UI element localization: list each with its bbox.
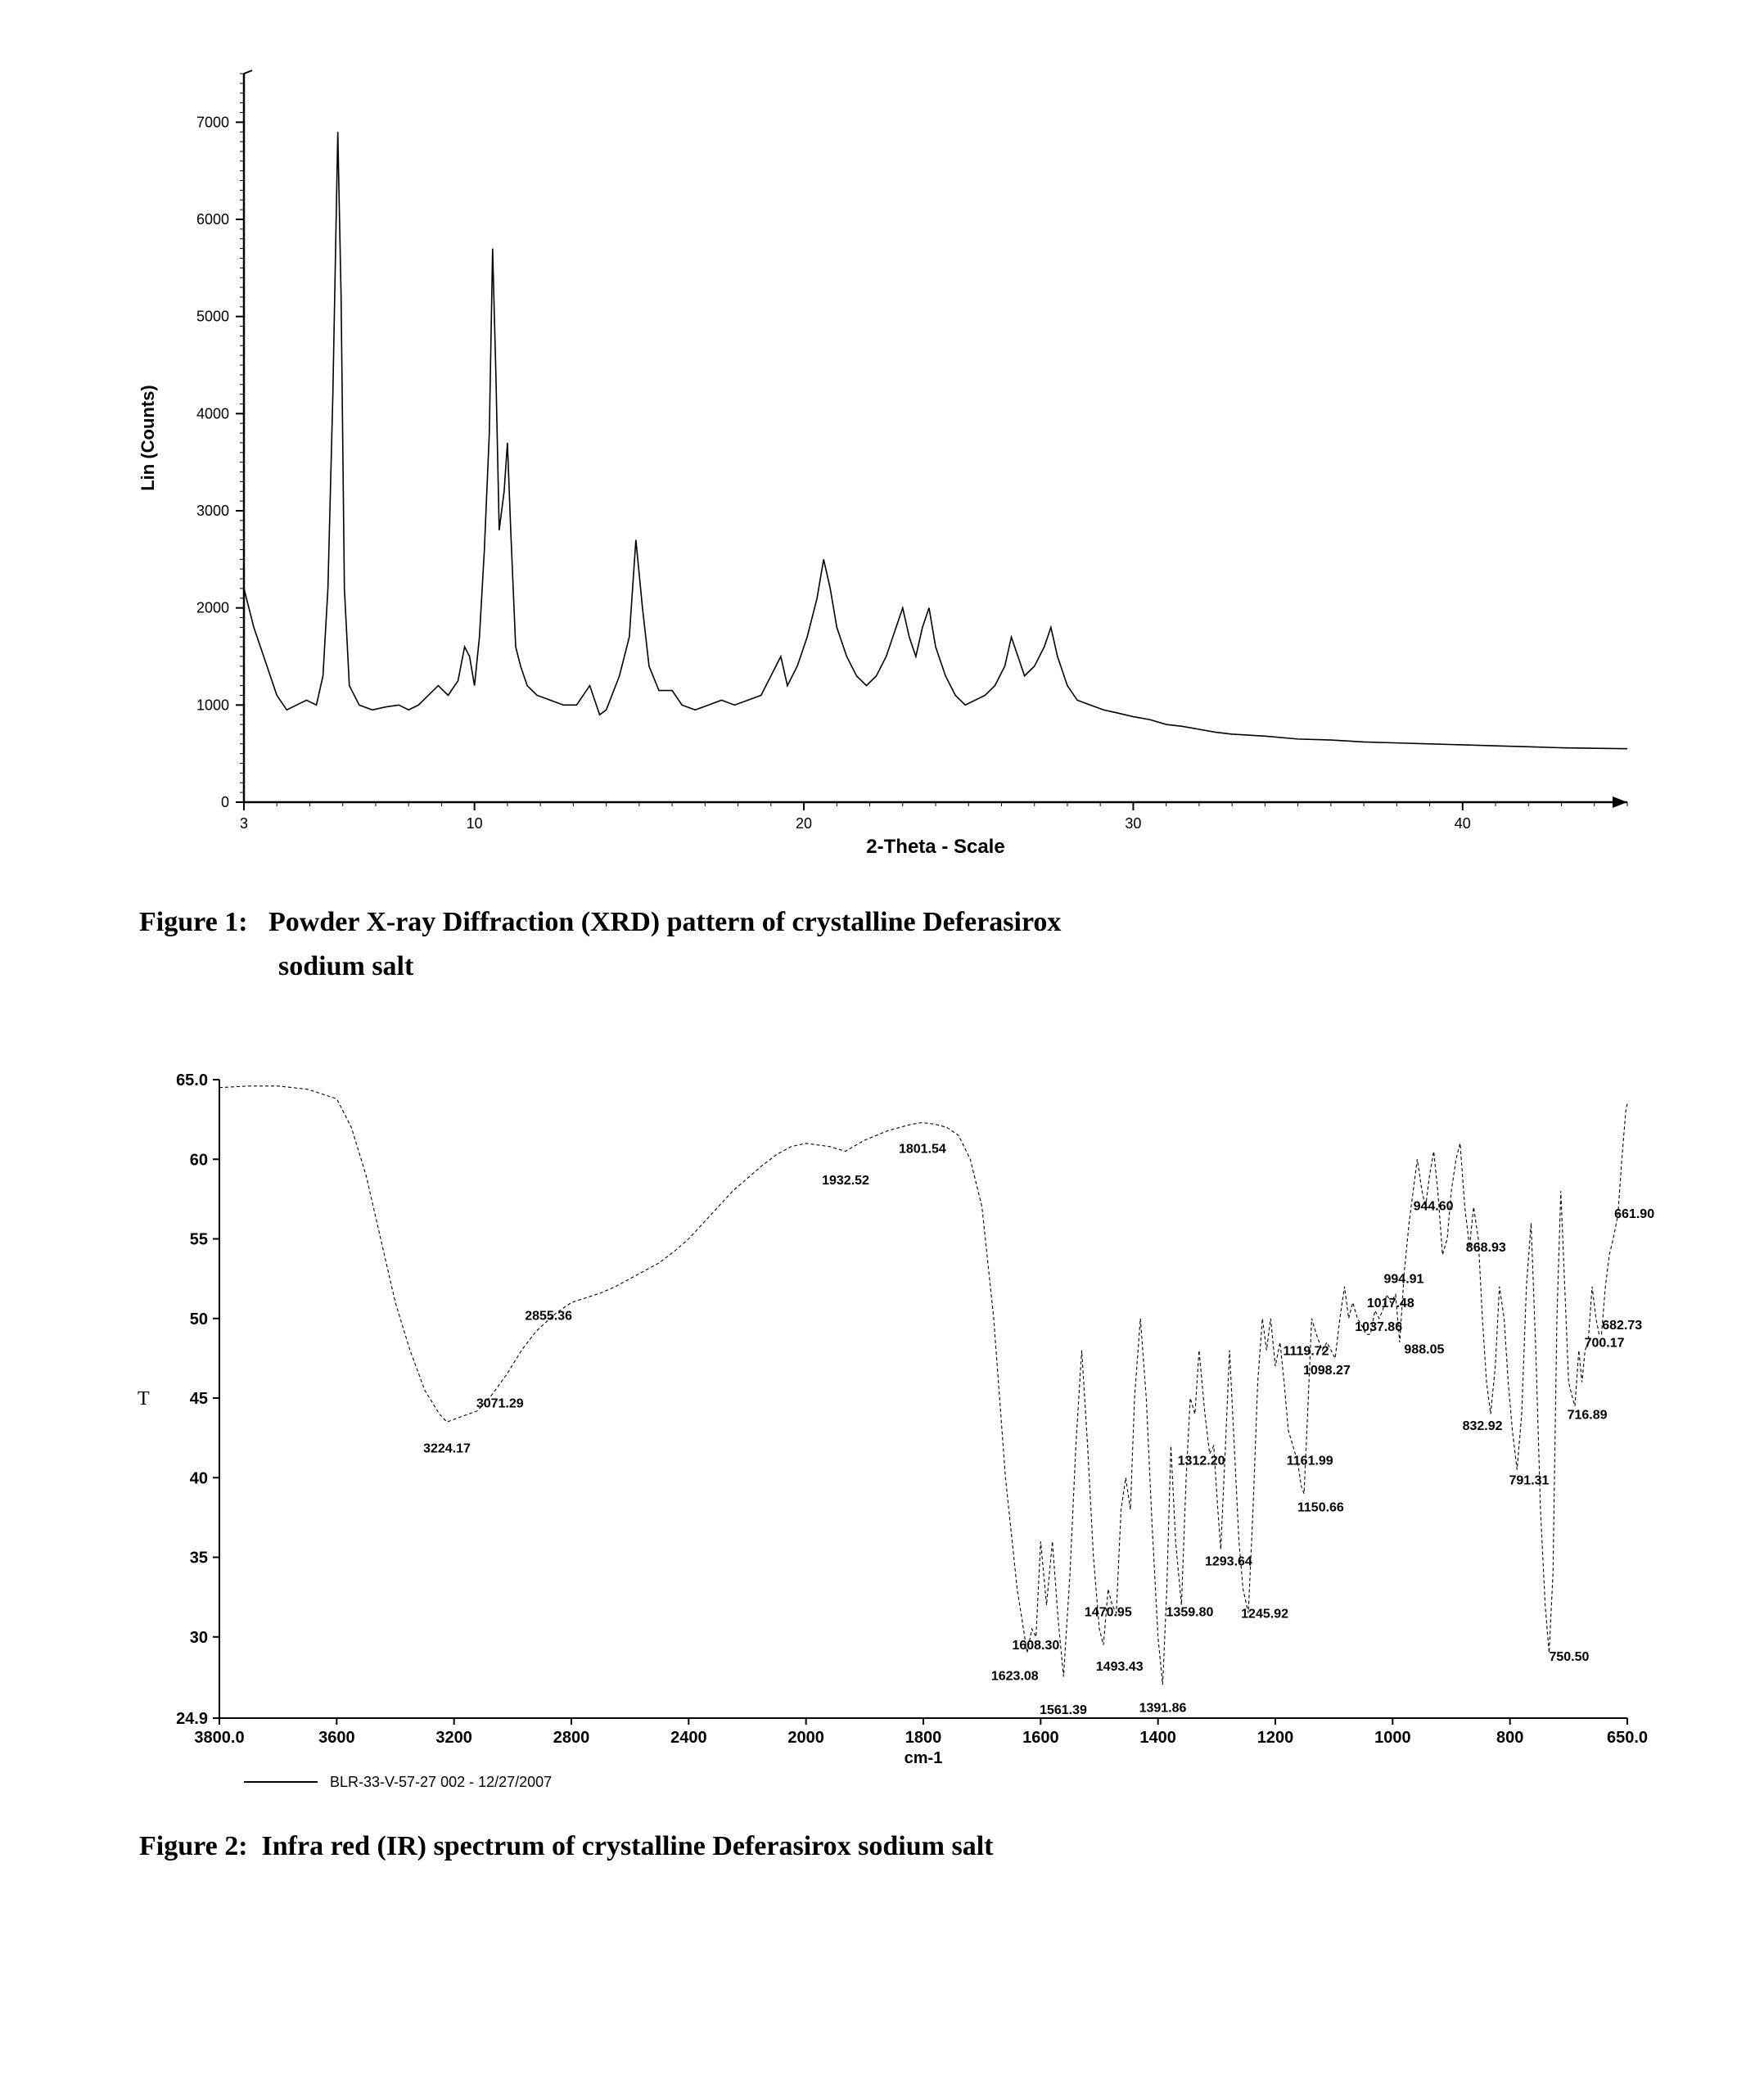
svg-text:30: 30 <box>189 1629 207 1647</box>
svg-text:3000: 3000 <box>196 503 228 519</box>
svg-text:60: 60 <box>189 1151 207 1169</box>
figure-2-caption: Figure 2: Infra red (IR) spectrum of cry… <box>65 1825 1699 1869</box>
svg-text:cm-1: cm-1 <box>904 1749 942 1767</box>
svg-text:1150.66: 1150.66 <box>1297 1500 1343 1514</box>
svg-text:2400: 2400 <box>670 1729 707 1747</box>
svg-text:1119.72: 1119.72 <box>1283 1344 1329 1358</box>
svg-text:35: 35 <box>189 1549 207 1567</box>
svg-text:20: 20 <box>796 815 812 832</box>
svg-text:750.50: 750.50 <box>1549 1650 1589 1664</box>
caption-text: Powder X-ray Diffraction (XRD) pattern o… <box>268 907 1061 937</box>
svg-text:1359.80: 1359.80 <box>1166 1605 1213 1619</box>
svg-text:55: 55 <box>189 1230 207 1248</box>
svg-text:65.0: 65.0 <box>176 1071 208 1089</box>
svg-text:1037.86: 1037.86 <box>1355 1320 1402 1334</box>
svg-text:944.60: 944.60 <box>1413 1199 1453 1213</box>
svg-text:868.93: 868.93 <box>1465 1241 1505 1255</box>
caption-text: Infra red (IR) spectrum of crystalline D… <box>262 1831 994 1861</box>
svg-text:1200: 1200 <box>1256 1729 1293 1747</box>
svg-text:2800: 2800 <box>553 1729 589 1747</box>
svg-text:716.89: 716.89 <box>1567 1408 1607 1422</box>
svg-text:800: 800 <box>1496 1729 1523 1747</box>
svg-text:1561.39: 1561.39 <box>1040 1703 1087 1717</box>
svg-text:40: 40 <box>189 1469 207 1487</box>
svg-text:45: 45 <box>189 1390 207 1408</box>
svg-text:1017.48: 1017.48 <box>1366 1297 1414 1310</box>
svg-text:3200: 3200 <box>435 1729 472 1747</box>
svg-text:2855.36: 2855.36 <box>525 1309 572 1323</box>
svg-text:682.73: 682.73 <box>1602 1319 1642 1333</box>
svg-text:3600: 3600 <box>318 1729 355 1747</box>
svg-text:1161.99: 1161.99 <box>1286 1454 1333 1468</box>
svg-text:1312.20: 1312.20 <box>1177 1454 1225 1468</box>
svg-text:700.17: 700.17 <box>1584 1336 1624 1350</box>
svg-text:1800: 1800 <box>905 1729 941 1747</box>
svg-text:994.91: 994.91 <box>1383 1272 1423 1286</box>
svg-text:10: 10 <box>466 815 482 832</box>
svg-text:650.0: 650.0 <box>1606 1729 1647 1747</box>
svg-text:1245.92: 1245.92 <box>1241 1607 1288 1621</box>
svg-text:988.05: 988.05 <box>1404 1342 1444 1356</box>
svg-text:2000: 2000 <box>787 1729 824 1747</box>
svg-text:2-Theta - Scale: 2-Theta - Scale <box>866 836 1004 858</box>
figure-1-caption: Figure 1: Powder X-ray Diffraction (XRD)… <box>65 900 1699 990</box>
svg-text:1493.43: 1493.43 <box>1095 1660 1143 1674</box>
svg-text:40: 40 <box>1454 815 1470 832</box>
svg-text:1000: 1000 <box>196 697 228 713</box>
svg-text:T: T <box>138 1388 150 1410</box>
svg-text:1600: 1600 <box>1022 1729 1059 1747</box>
svg-text:6000: 6000 <box>196 211 228 228</box>
svg-text:661.90: 661.90 <box>1614 1207 1654 1221</box>
figure-2-ir: 24.9 30 35 40 45 50 55 60 65.0 T 3800.0 3600 3200 280… <box>65 1055 1699 1869</box>
svg-text:1293.64: 1293.64 <box>1204 1554 1252 1568</box>
svg-text:24.9: 24.9 <box>176 1710 208 1728</box>
svg-text:30: 30 <box>1125 815 1141 832</box>
svg-text:1391.86: 1391.86 <box>1139 1701 1186 1715</box>
svg-text:4000: 4000 <box>196 405 228 422</box>
svg-text:1000: 1000 <box>1374 1729 1411 1747</box>
svg-text:3071.29: 3071.29 <box>476 1396 523 1410</box>
svg-text:Lin (Counts): Lin (Counts) <box>138 385 158 491</box>
svg-text:1608.30: 1608.30 <box>1012 1639 1059 1653</box>
svg-text:1400: 1400 <box>1139 1729 1176 1747</box>
svg-text:1623.08: 1623.08 <box>990 1669 1038 1683</box>
svg-text:BLR-33-V-57-27 002 - 12/27/200: BLR-33-V-57-27 002 - 12/27/2007 <box>330 1774 552 1790</box>
svg-text:1098.27: 1098.27 <box>1302 1364 1350 1378</box>
svg-text:3224.17: 3224.17 <box>423 1441 471 1455</box>
caption-lead: Figure 2: <box>139 1831 248 1861</box>
svg-text:791.31: 791.31 <box>1509 1473 1549 1487</box>
svg-text:2000: 2000 <box>196 600 228 616</box>
svg-text:7000: 7000 <box>196 114 228 130</box>
svg-text:50: 50 <box>189 1310 207 1328</box>
ir-chart: 24.9 30 35 40 45 50 55 60 65.0 T 3800.0 3600 3200 280… <box>105 1055 1660 1808</box>
caption-lead: Figure 1: <box>139 907 248 937</box>
svg-text:1801.54: 1801.54 <box>898 1142 945 1156</box>
figure-1-xrd: 0 1000 2000 3000 4000 5000 6000 7000 3 10 20 30 40 2-… <box>65 49 1699 990</box>
svg-text:832.92: 832.92 <box>1462 1419 1502 1433</box>
svg-text:5000: 5000 <box>196 309 228 325</box>
svg-text:1470.95: 1470.95 <box>1084 1605 1131 1619</box>
xrd-chart: 0 1000 2000 3000 4000 5000 6000 7000 3 10 20 30 40 2-… <box>105 49 1660 884</box>
caption-text-line2: sodium salt <box>139 945 1649 989</box>
svg-text:1932.52: 1932.52 <box>822 1174 869 1188</box>
svg-text:3800.0: 3800.0 <box>194 1729 244 1747</box>
svg-text:3: 3 <box>239 815 247 832</box>
svg-text:0: 0 <box>220 794 228 810</box>
